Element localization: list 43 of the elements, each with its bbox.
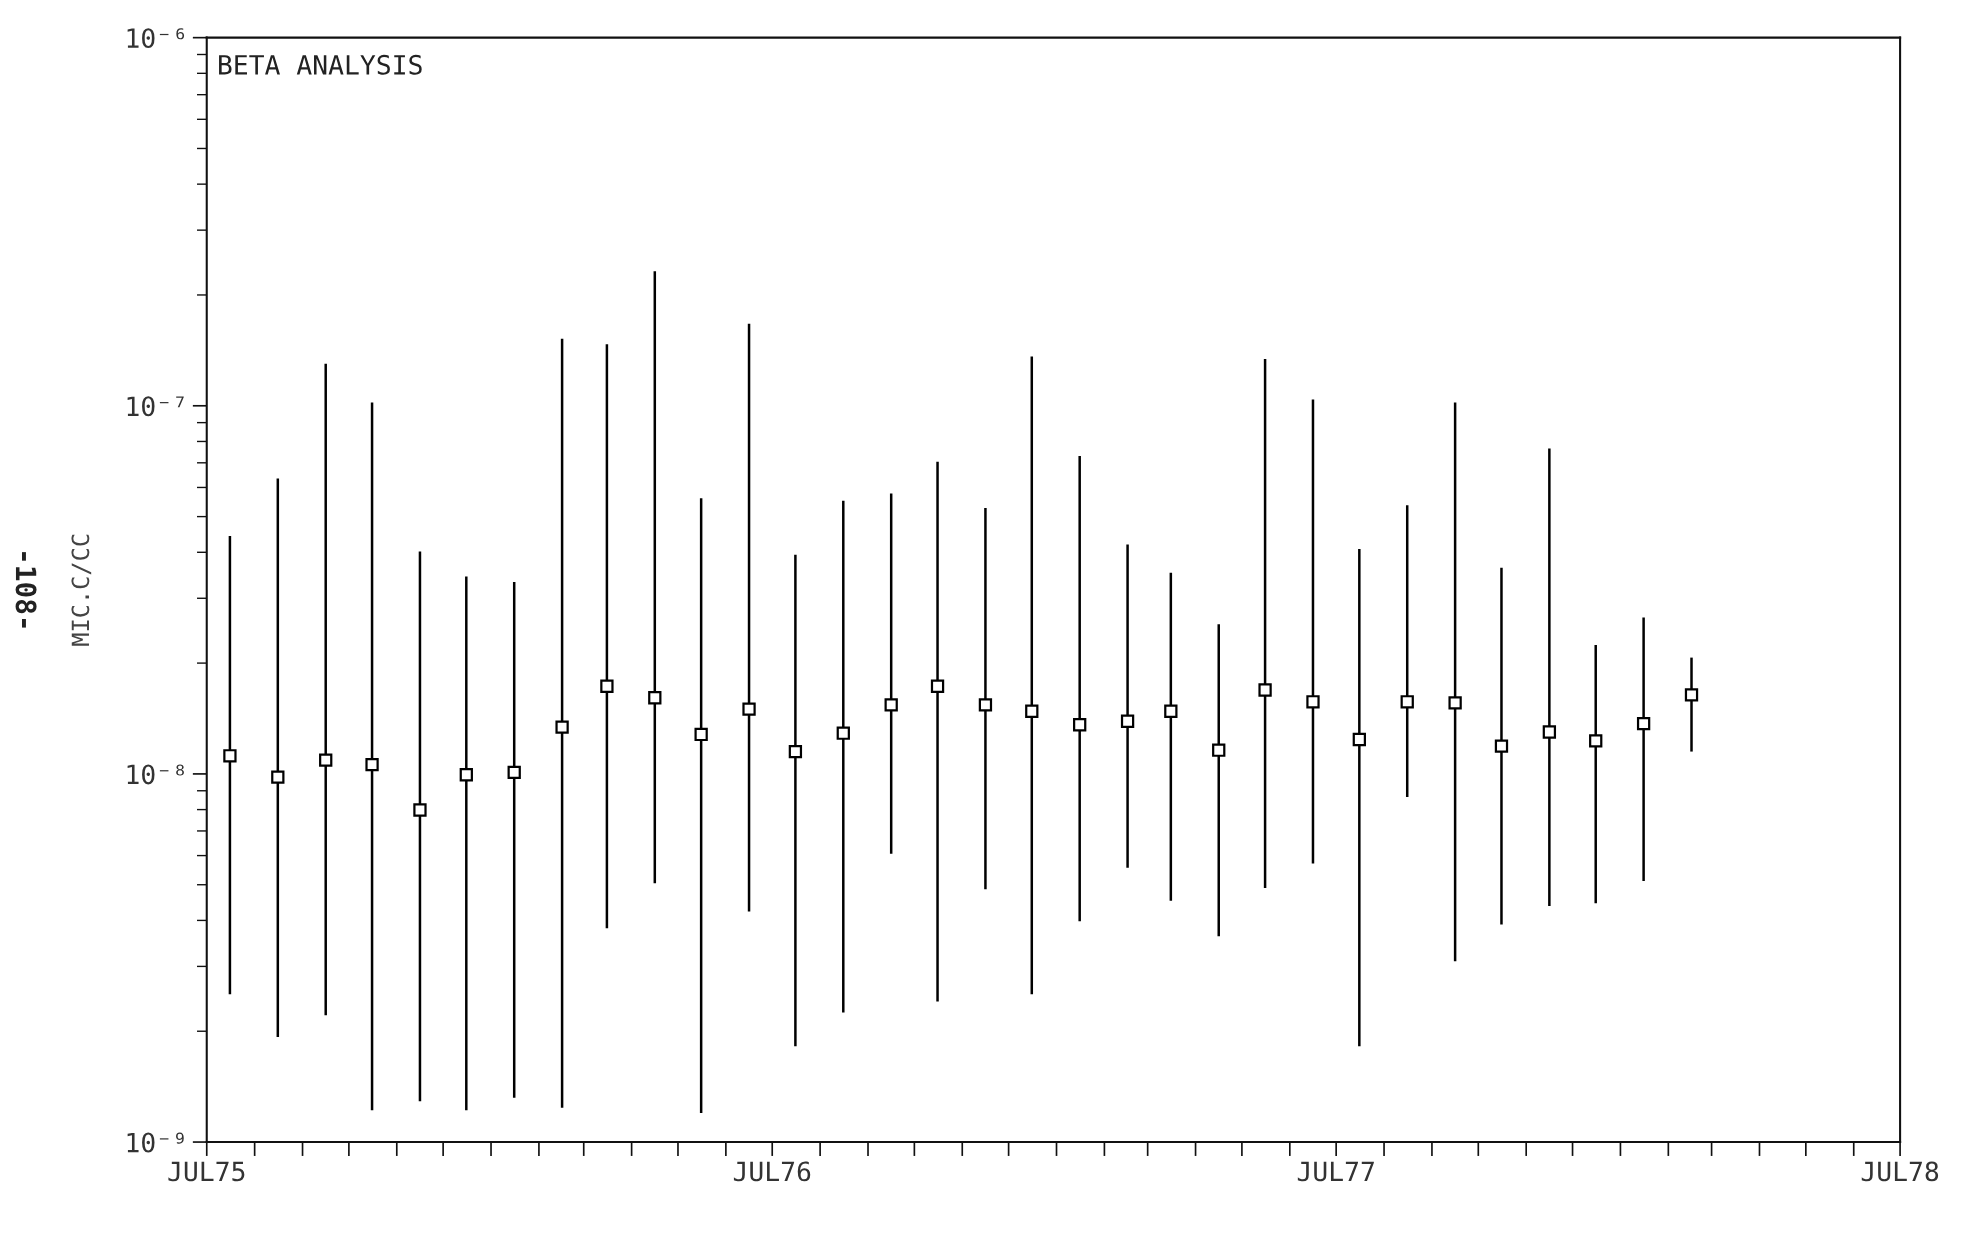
point	[365, 757, 379, 772]
point	[271, 770, 285, 784]
point	[1306, 695, 1320, 709]
point	[1494, 739, 1509, 753]
point	[1352, 732, 1366, 747]
point	[1400, 695, 1414, 709]
point	[1684, 688, 1699, 702]
point	[1164, 704, 1178, 718]
y-tick-label: 10⁻⁸	[127, 764, 184, 785]
text: BETA ANALYSIS	[219, 54, 422, 75]
x-tick-label: JUL77	[1297, 1161, 1374, 1182]
point	[694, 727, 708, 742]
point	[884, 698, 898, 712]
point	[600, 679, 614, 693]
point	[1120, 714, 1135, 728]
point	[788, 744, 803, 759]
point	[319, 753, 333, 767]
point	[1542, 725, 1557, 739]
point	[648, 691, 662, 705]
x-tick-label: JUL78	[1861, 1161, 1939, 1182]
point	[1258, 683, 1272, 697]
y-axis-title: MIC.C/CC	[71, 534, 92, 646]
point	[930, 679, 945, 693]
y-tick-label: 10⁻⁶	[127, 28, 185, 49]
point	[978, 698, 993, 712]
point	[1448, 696, 1462, 710]
x-tick-label: JUL76	[733, 1161, 811, 1182]
point	[555, 720, 569, 734]
point	[459, 768, 473, 782]
point	[413, 803, 427, 817]
point	[1073, 718, 1087, 732]
point	[507, 765, 521, 779]
text: -108-	[15, 552, 37, 628]
point	[223, 749, 237, 763]
point	[1025, 704, 1039, 718]
point	[1636, 716, 1651, 731]
point	[1589, 734, 1603, 748]
x-tick-label: JUL75	[168, 1161, 245, 1182]
point	[836, 726, 850, 740]
point	[742, 702, 756, 716]
y-tick-label: 10⁻⁹	[127, 1132, 184, 1153]
y-tick-label: 10⁻⁷	[127, 396, 184, 417]
point	[1212, 743, 1226, 757]
